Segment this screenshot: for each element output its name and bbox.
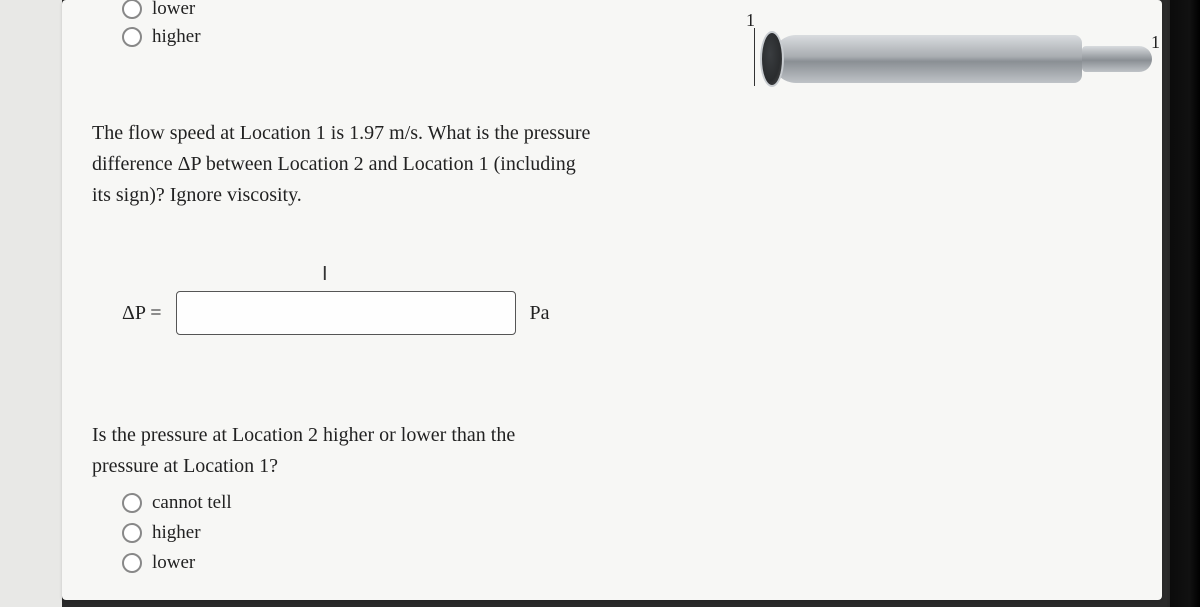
- question-card: lower higher 1 1 The flow speed at Locat…: [62, 0, 1162, 600]
- pipe-wide-section: [772, 35, 1082, 83]
- answer-row: ΔP = I Pa: [122, 291, 1132, 335]
- radio-option-higher[interactable]: higher: [122, 522, 1132, 544]
- location-1-marker-line: [754, 28, 755, 86]
- radio-label: higher: [152, 26, 201, 48]
- text-cursor-icon: I: [322, 263, 328, 286]
- question-text-main: The flow speed at Location 1 is 1.97 m/s…: [92, 118, 732, 211]
- radio-icon: [122, 0, 142, 19]
- radio-group-pressure-compare: cannot tell higher lower: [92, 492, 1132, 574]
- radio-icon: [122, 523, 142, 543]
- radio-label: lower: [152, 552, 195, 574]
- answer-unit: Pa: [530, 302, 550, 325]
- location-2-label: 1: [1151, 32, 1160, 53]
- radio-label: lower: [152, 0, 195, 20]
- question-text-2: Is the pressure at Location 2 higher or …: [92, 420, 732, 482]
- delta-p-input[interactable]: [176, 291, 516, 335]
- pipe-figure: 1 1: [742, 10, 1122, 110]
- answer-label: ΔP =: [122, 302, 162, 325]
- pipe-opening: [760, 31, 784, 87]
- left-margin: [0, 0, 62, 607]
- radio-label: higher: [152, 522, 201, 544]
- radio-option-cannot-tell[interactable]: cannot tell: [122, 492, 1132, 514]
- pipe-narrow-section: [1082, 46, 1152, 72]
- question-line: The flow speed at Location 1 is 1.97 m/s…: [92, 118, 732, 149]
- monitor-bezel-shadow: [1166, 0, 1200, 607]
- radio-icon: [122, 27, 142, 47]
- radio-label: cannot tell: [152, 492, 232, 514]
- radio-icon: [122, 553, 142, 573]
- radio-option-lower[interactable]: lower: [122, 552, 1132, 574]
- question-line: difference ΔP between Location 2 and Loc…: [92, 149, 732, 180]
- radio-icon: [122, 493, 142, 513]
- question-line: Is the pressure at Location 2 higher or …: [92, 420, 732, 451]
- screen-frame: lower higher 1 1 The flow speed at Locat…: [0, 0, 1200, 607]
- question-line: its sign)? Ignore viscosity.: [92, 180, 732, 211]
- question-line: pressure at Location 1?: [92, 451, 732, 482]
